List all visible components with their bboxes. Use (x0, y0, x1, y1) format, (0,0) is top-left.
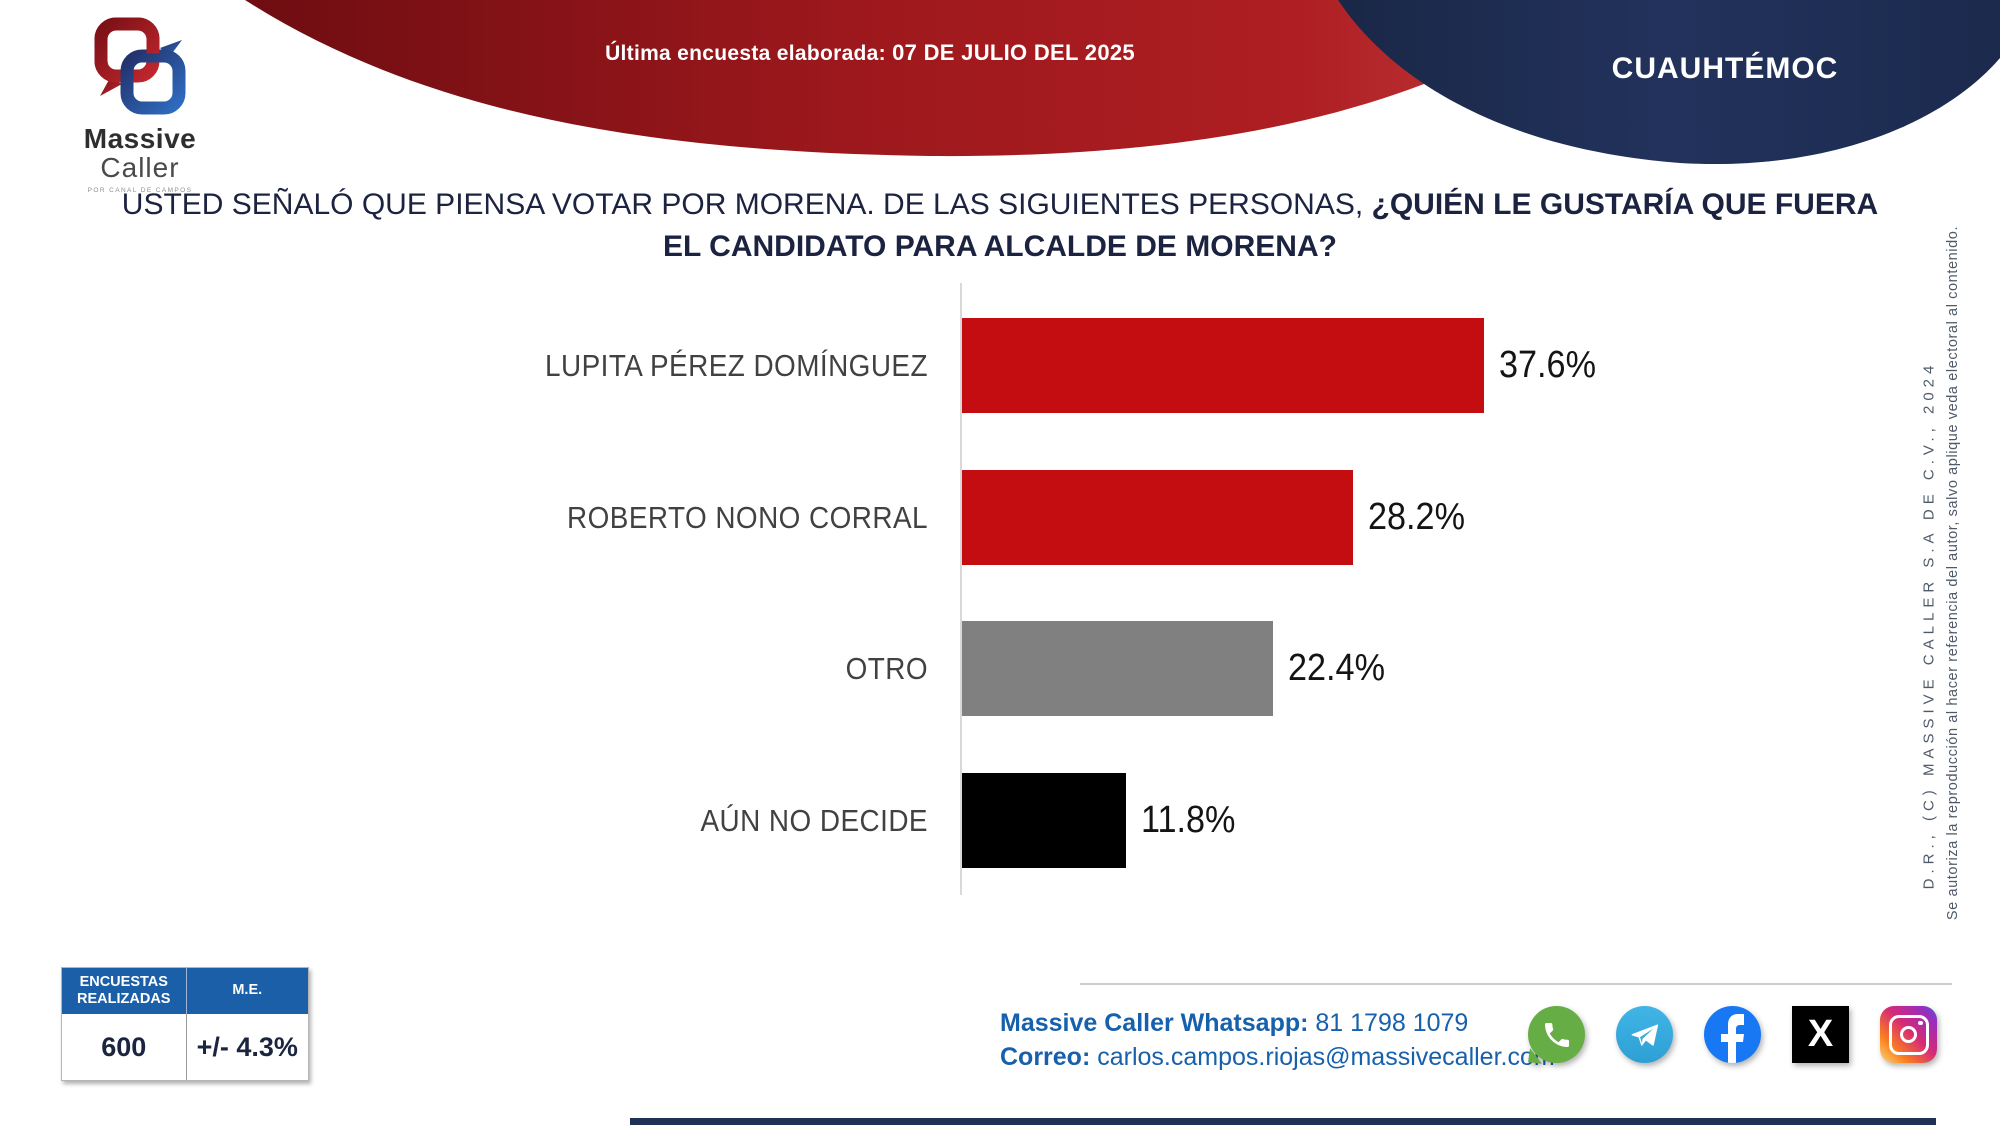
stats-value-encuestas: 600 (62, 1014, 187, 1080)
logo-brand-bottom: Caller (100, 152, 180, 183)
chart-row: LUPITA PÉREZ DOMÍNGUEZ 37.6% (0, 318, 2000, 413)
navy-corner-shape (1338, 0, 2000, 165)
bar-category-label: AÚN NO DECIDE (700, 802, 928, 838)
whatsapp-label: Massive Caller Whatsapp: (1000, 1009, 1309, 1037)
bar-value-label: 22.4% (1287, 647, 1385, 689)
footer-divider-line (1080, 983, 1952, 985)
bar (962, 621, 1273, 716)
bar-value-label: 11.8% (1140, 798, 1236, 841)
bar (962, 772, 1126, 868)
question-bold-text: ¿QUIÉN LE GUSTARÍA QUE FUERA (1371, 188, 1879, 221)
massive-caller-logo-icon (94, 17, 186, 115)
bar-value-label: 28.2% (1368, 495, 1466, 538)
survey-question-line1: USTED SEÑALÓ QUE PIENSA VOTAR POR MORENA… (0, 184, 2000, 226)
chart-axis-line (960, 283, 962, 895)
bar-value-label: 37.6% (1498, 344, 1596, 386)
stats-header-me: M.E. (232, 982, 263, 999)
facebook-icon[interactable] (1704, 1006, 1761, 1063)
chart-row: AÚN NO DECIDE 11.8% (0, 772, 2000, 868)
last-survey-label: Última encuesta elaborada: (605, 42, 886, 65)
stats-header-encuestas: ENCUESTAS REALIZADAS (62, 968, 187, 1014)
chart-row: OTRO 22.4% (0, 621, 2000, 716)
bar-category-label: ROBERTO NONO CORRAL (567, 499, 928, 535)
copyright-line: D.R., (C) MASSIVE CALLER S.A DE C.V., 20… (1920, 360, 1938, 890)
stats-table-value-row: 600 +/- 4.3% (62, 1014, 308, 1080)
stats-table-header-row: ENCUESTAS REALIZADAS M.E. (62, 968, 308, 1014)
bar-category-label: OTRO (845, 651, 928, 686)
last-survey-date: 07 DE JULIO DEL 2025 (892, 40, 1135, 65)
last-survey-banner: Última encuesta elaborada: 07 DE JULIO D… (480, 40, 1260, 66)
chart-row: ROBERTO NONO CORRAL 28.2% (0, 469, 2000, 565)
question-normal-text: USTED SEÑALÓ QUE PIENSA VOTAR POR MORENA… (121, 188, 1372, 221)
social-icons: X (1528, 1006, 1937, 1064)
survey-question-line2: EL CANDIDATO PARA ALCALDE DE MORENA? (663, 230, 1337, 263)
x-icon[interactable]: X (1792, 1006, 1849, 1063)
bar (962, 469, 1354, 565)
contact-block: Massive Caller Whatsapp: 81 1798 1079 Co… (1000, 1006, 1555, 1074)
logo-brand-top: Massive (83, 123, 197, 154)
whatsapp-number: 81 1798 1079 (1315, 1009, 1469, 1037)
stats-value-me: +/- 4.3% (196, 1031, 298, 1062)
bar (962, 318, 1484, 413)
bar-category-label: LUPITA PÉREZ DOMÍNGUEZ (545, 348, 928, 383)
instagram-icon[interactable] (1880, 1006, 1937, 1063)
copyright-disclaimer: Se autoriza la reproducción al hacer ref… (1945, 225, 1961, 921)
logo-tagline: POR CANAL DE CAMPOS (87, 187, 193, 195)
survey-question: USTED SEÑALÓ QUE PIENSA VOTAR POR MORENA… (0, 184, 2000, 268)
region-title: CUAUHTÉMOC (1611, 52, 1839, 85)
whatsapp-icon[interactable] (1528, 1006, 1585, 1064)
bottom-navy-bar (630, 1118, 1936, 1125)
email-address: carlos.campos.riojas@massivecaller.com (1097, 1043, 1555, 1071)
x-glyph: X (1807, 1013, 1834, 1055)
email-label: Correo: (1000, 1043, 1091, 1071)
contact-email-line: Correo: carlos.campos.riojas@massivecall… (1000, 1040, 1555, 1074)
contact-whatsapp-line: Massive Caller Whatsapp: 81 1798 1079 (1000, 1006, 1555, 1040)
red-banner-shape (245, 0, 1560, 157)
header-wave-decoration (245, 0, 2000, 165)
telegram-icon[interactable] (1616, 1006, 1673, 1063)
stats-table: ENCUESTAS REALIZADAS M.E. 600 +/- 4.3% (61, 967, 309, 1081)
massive-caller-logo: Massive Caller POR CANAL DE CAMPOS (60, 16, 220, 194)
